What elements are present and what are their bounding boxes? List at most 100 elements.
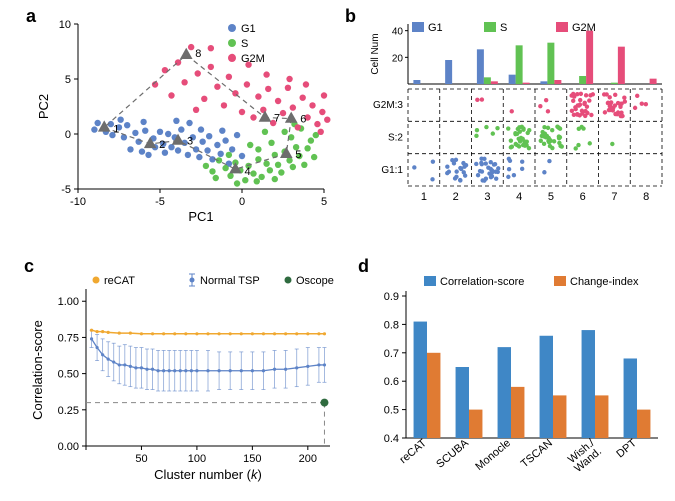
svg-text:Change-index: Change-index — [570, 276, 639, 288]
point-S — [301, 162, 307, 168]
panel-a-scatter: -10-505-50510PC1PC212345678G1SG2M — [34, 14, 334, 224]
point-G1 — [206, 133, 212, 139]
dot-G2M — [603, 110, 607, 114]
dot-G2M — [623, 99, 627, 103]
point-G2M — [265, 86, 271, 92]
point-S — [263, 161, 269, 167]
dot-G1 — [489, 160, 493, 164]
point-S — [267, 167, 273, 173]
svg-text:0.6: 0.6 — [384, 376, 399, 388]
svg-text:DPT: DPT — [614, 437, 639, 461]
dot-G2M — [633, 106, 637, 110]
point-G1 — [178, 126, 184, 132]
dot-G1 — [431, 159, 435, 163]
bar-change — [553, 395, 566, 438]
point-G2M — [280, 110, 286, 116]
dot-G2M — [574, 107, 578, 111]
dot-S — [581, 126, 585, 130]
svg-text:8: 8 — [195, 48, 201, 60]
dot-G2M — [602, 92, 606, 96]
svg-text:G1: G1 — [241, 23, 256, 35]
point-G1 — [165, 131, 171, 137]
point-G2M — [263, 71, 269, 77]
dot-G2M — [538, 104, 542, 108]
panel-d-chart: 0.40.50.60.70.80.9reCATSCUBAMonocleTSCAN… — [358, 268, 668, 493]
dot-G2M — [608, 95, 612, 99]
dot-S — [558, 144, 562, 148]
svg-text:SCUBA: SCUBA — [434, 437, 471, 471]
svg-text:G2M:3: G2M:3 — [373, 100, 403, 111]
bar-change — [637, 410, 650, 438]
svg-text:6: 6 — [580, 191, 586, 203]
point-G1 — [117, 117, 123, 123]
dot-S — [550, 128, 554, 132]
svg-text:Cell Num: Cell Num — [370, 33, 381, 74]
svg-text:Cluster number (k): Cluster number (k) — [154, 467, 262, 482]
svg-text:-10: -10 — [70, 196, 86, 208]
point-S — [247, 142, 253, 148]
dot-S — [474, 134, 478, 138]
svg-text:20: 20 — [392, 53, 404, 64]
bar-G1 — [413, 80, 420, 84]
point-S — [281, 129, 287, 135]
dot-S — [574, 146, 578, 150]
point-G2M — [214, 84, 220, 90]
point-G1 — [124, 122, 130, 128]
svg-text:G1: G1 — [428, 22, 443, 34]
dot-G2M — [589, 113, 593, 117]
svg-text:Oscope: Oscope — [296, 275, 334, 287]
svg-text:5: 5 — [548, 191, 554, 203]
bar-corr — [498, 347, 511, 438]
dot-S — [588, 141, 592, 145]
svg-text:0.8: 0.8 — [384, 319, 399, 331]
panel-b-chart: G1SG2M2040Cell NumG2M:3S:2G1:112345678 — [350, 14, 670, 224]
point-G1 — [222, 137, 228, 143]
point-S — [262, 129, 268, 135]
legend-d: Correlation-scoreChange-index — [424, 276, 639, 288]
dot-G2M — [606, 101, 610, 105]
point-G1 — [91, 126, 97, 132]
svg-text:0.75: 0.75 — [58, 332, 79, 344]
dot-G2M — [570, 109, 574, 113]
bar-S — [547, 43, 554, 84]
bar-G2M — [523, 83, 530, 84]
dot-S — [527, 146, 531, 150]
svg-text:5: 5 — [295, 149, 301, 161]
point-G1 — [142, 128, 148, 134]
svg-text:3: 3 — [484, 191, 490, 203]
svg-text:S: S — [500, 22, 507, 34]
svg-text:1: 1 — [113, 123, 119, 135]
svg-text:0.9: 0.9 — [384, 291, 399, 303]
svg-text:0: 0 — [239, 196, 245, 208]
dot-G2M — [510, 109, 514, 113]
point-G2M — [208, 64, 214, 70]
dot-G2M — [619, 111, 623, 115]
point-G1 — [186, 120, 192, 126]
svg-text:4: 4 — [516, 191, 522, 203]
svg-text:8: 8 — [643, 191, 649, 203]
bar-G2M — [554, 80, 561, 84]
point-G2M — [285, 85, 291, 91]
point-G2M — [193, 107, 199, 113]
dot-G2M — [613, 112, 617, 116]
point-S — [222, 165, 228, 171]
point-G1 — [175, 147, 181, 153]
panel-c-chart: 501001502000.000.250.500.751.00Cluster n… — [24, 268, 344, 493]
dot-G1 — [493, 162, 497, 166]
svg-text:10: 10 — [59, 19, 71, 31]
dot-G2M — [572, 113, 576, 117]
dot-G1 — [484, 161, 488, 165]
point-G1 — [193, 146, 199, 152]
svg-text:5: 5 — [65, 74, 71, 86]
point-G1 — [217, 151, 223, 157]
point-S — [278, 169, 284, 175]
svg-text:0.4: 0.4 — [384, 433, 399, 445]
svg-text:1: 1 — [421, 191, 427, 203]
svg-text:200: 200 — [299, 453, 317, 465]
point-G1 — [157, 129, 163, 135]
dot-G1 — [482, 178, 486, 182]
svg-text:2: 2 — [453, 191, 459, 203]
svg-text:-5: -5 — [61, 184, 71, 196]
point-G1 — [132, 130, 138, 136]
point-G2M — [299, 95, 305, 101]
